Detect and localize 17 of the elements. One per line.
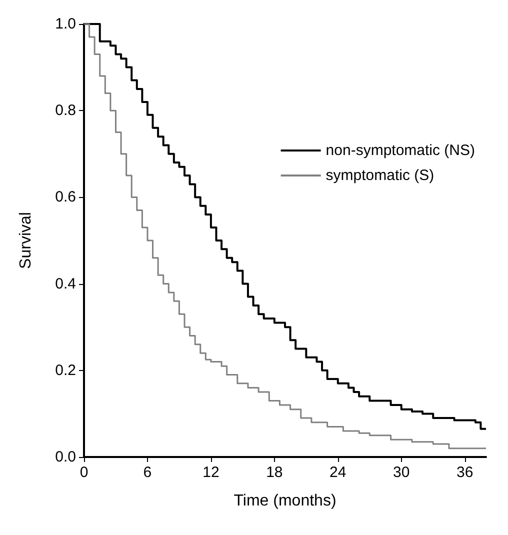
x-tick-label: 36 xyxy=(456,464,474,481)
x-tick-label: 30 xyxy=(393,464,410,481)
y-axis-title: Survival xyxy=(18,212,34,269)
x-tick-label: 6 xyxy=(143,464,152,481)
x-axis-title: Time (months) xyxy=(234,492,336,510)
y-tick-label: 0.6 xyxy=(55,188,76,206)
y-tick-label: 0.2 xyxy=(55,362,76,379)
x-tick-label: 0 xyxy=(80,464,88,481)
y-tick-label: 0.0 xyxy=(55,448,76,466)
x-tick-label: 12 xyxy=(202,464,220,481)
y-tick-label: 0.4 xyxy=(55,275,76,292)
y-tick-label: 0.8 xyxy=(55,102,76,120)
legend-label: symptomatic (S) xyxy=(326,167,434,184)
x-tick-label: 18 xyxy=(266,464,283,481)
legend-label: non-symptomatic (NS) xyxy=(326,142,476,159)
x-tick-label: 24 xyxy=(330,464,346,481)
y-tick-label: 1.0 xyxy=(55,16,76,32)
